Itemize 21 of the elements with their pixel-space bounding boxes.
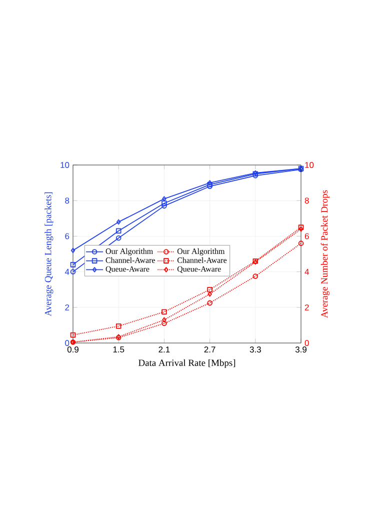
y2-tick-label: 2: [304, 304, 309, 310]
y2-tick-label: 0: [304, 340, 309, 346]
y2-tick-label: 6: [304, 233, 309, 240]
y-tick-label: 6: [65, 233, 70, 240]
x-tick-label: 2.7: [204, 346, 216, 352]
x-tick-label: 0.9: [67, 346, 78, 353]
y-tick-label: 10: [60, 162, 70, 168]
y-tick-label: 8: [65, 198, 70, 204]
x-axis-title: Data Arrival Rate [Mbps]: [138, 359, 236, 368]
y2-axis-title: Average Number of Packet Drops: [320, 190, 330, 318]
x-tick-label: 3.3: [250, 346, 261, 353]
y-tick-label: 0: [65, 340, 70, 346]
y2-tick-label: 4: [304, 268, 309, 275]
y2-tick-label: 10: [305, 162, 314, 168]
y-tick-label: 4: [64, 268, 70, 275]
y-axis-title: Average Queue Length [packets]: [44, 192, 54, 316]
y2-tick-label: 8: [304, 198, 309, 204]
x-tick-label: 1.5: [113, 346, 124, 352]
x-tick-label: 2.1: [158, 346, 170, 352]
y-tick-label: 2: [65, 304, 70, 310]
x-tick-label: 3.9: [295, 346, 306, 353]
